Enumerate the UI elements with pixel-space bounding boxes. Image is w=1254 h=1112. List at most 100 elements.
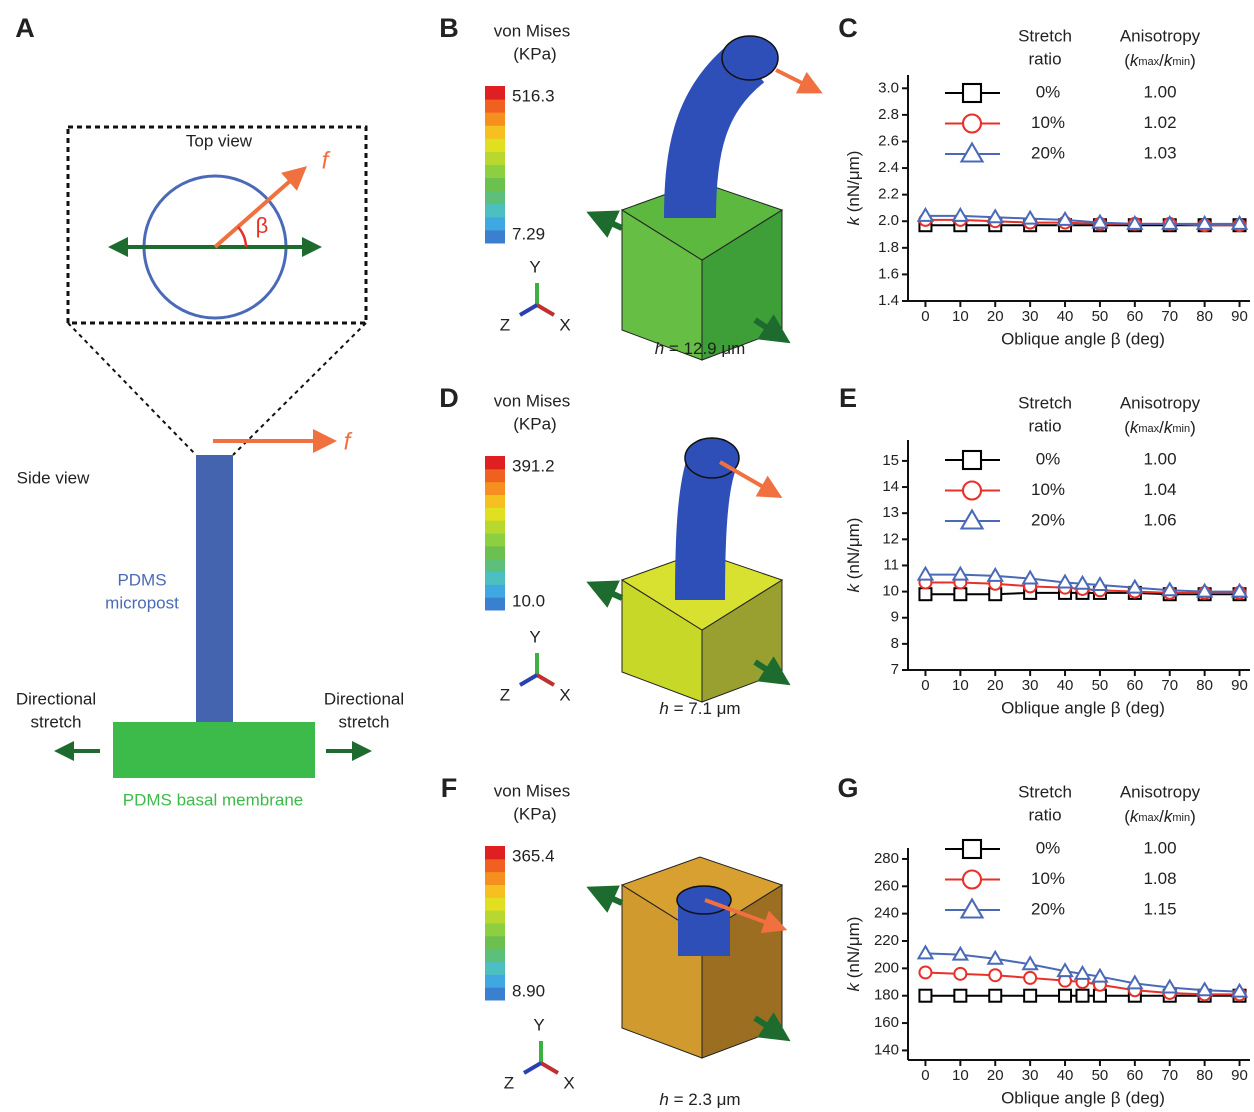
angle-label: β [256,213,269,238]
fem-model [600,857,782,1058]
legend-marker [963,482,981,500]
legend-formula-part: ) [1190,51,1196,70]
axis-label: Z [504,1073,514,1092]
legend-anisotropy: 1.00 [1143,82,1176,101]
panel-label: C [838,13,858,43]
legend-anisotropy: 1.06 [1143,510,1176,529]
legend-label: 10% [1031,113,1065,132]
x-axis-label: Oblique angle β (deg) [1001,329,1165,348]
legend-header: ratio [1028,49,1061,68]
axis-label: X [559,315,570,334]
post-cap [677,886,731,914]
stretch-label: stretch [338,712,389,731]
height-label-part: h [659,1090,668,1109]
colorbar-title: (KPa) [513,414,556,433]
legend-header: Anisotropy [1120,393,1201,412]
stretch-label: Directional [324,689,404,708]
colorbar-swatch [485,987,505,1000]
x-tick-label: 10 [952,308,969,325]
legend-label: 0% [1036,838,1061,857]
data-point [919,588,931,600]
legend-marker [962,144,983,162]
legend-formula-part: max [1138,423,1159,435]
colorbar-swatch [485,533,505,546]
stretch-label: stretch [30,712,81,731]
colorbar-swatch [485,482,505,495]
colorbar-swatch [485,507,505,520]
legend-formula: (kmax/kmin) [1124,807,1196,826]
x-tick-label: 30 [1022,677,1039,694]
x-tick-label: 50 [1092,677,1109,694]
legend-formula-part: max [1138,56,1159,68]
legend-marker [963,871,981,889]
x-tick-label: 90 [1231,677,1248,694]
colorbar-swatch [485,885,505,898]
x-tick-label: 40 [1057,1067,1074,1084]
data-point [989,990,1001,1002]
legend-formula-part: max [1138,812,1159,824]
y-tick-label: 240 [874,905,899,922]
legend-label: 20% [1031,899,1065,918]
data-point [918,946,932,958]
y-tick-label: 3.0 [878,79,899,96]
micropost [196,455,233,722]
axis-x [537,305,554,315]
legend-anisotropy: 1.00 [1143,449,1176,468]
colorbar-swatch [485,112,505,126]
axis-label: X [563,1073,574,1092]
legend-anisotropy: 1.08 [1143,869,1176,888]
colorbar-max: 516.3 [512,86,555,105]
force-label: f [322,147,331,174]
legend-marker [962,511,983,529]
colorbar-swatch [485,520,505,533]
x-tick-label: 40 [1057,308,1074,325]
colorbar-swatch [485,191,505,205]
axis-z [524,1063,541,1073]
colorbar-swatch [485,165,505,179]
y-axis-label: k (nN/μm) [844,917,863,992]
axis-label: X [559,685,570,704]
legend-label: 0% [1036,449,1061,468]
legend-label: 10% [1031,869,1065,888]
data-point [919,966,931,978]
legend-header: Anisotropy [1120,26,1201,45]
x-tick-label: 30 [1022,1067,1039,1084]
x-tick-label: 50 [1092,308,1109,325]
angle-arc [238,227,246,247]
axis-z [520,675,537,685]
y-tick-label: 260 [874,877,899,894]
panel-label: G [837,773,858,803]
colorbar-swatch [485,217,505,231]
y-tick-label: 200 [874,959,899,976]
x-tick-label: 80 [1196,677,1213,694]
x-axis-label: Oblique angle β (deg) [1001,1088,1165,1107]
post-cap [722,36,778,80]
colorbar-swatch [485,936,505,949]
stretch-arrow [600,588,622,598]
colorbar-swatch [485,230,505,244]
x-tick-label: 80 [1196,308,1213,325]
panel-label: D [439,383,459,413]
legend-formula-part: min [1172,812,1190,824]
y-tick-label: 14 [882,478,899,495]
y-tick-label: 180 [874,987,899,1004]
height-label: h = 2.3 μm [659,1090,740,1109]
colorbar-swatch [485,923,505,936]
data-point [954,968,966,980]
x-tick-label: 20 [987,677,1004,694]
axis-x [541,1063,558,1073]
legend-marker [962,900,983,918]
legend-anisotropy: 1.02 [1143,113,1176,132]
axis-label: Y [529,627,540,646]
legend-marker [963,840,981,858]
x-tick-label: 60 [1126,308,1143,325]
fem-model [600,36,812,360]
side-view-label: Side view [17,468,90,487]
legend-label: 20% [1031,510,1065,529]
data-point [1059,990,1071,1002]
legend-marker [963,84,981,102]
colorbar-swatch [485,138,505,152]
top-view-label: Top view [186,131,253,150]
colorbar-title: (KPa) [513,804,556,823]
colorbar-swatch [485,584,505,597]
